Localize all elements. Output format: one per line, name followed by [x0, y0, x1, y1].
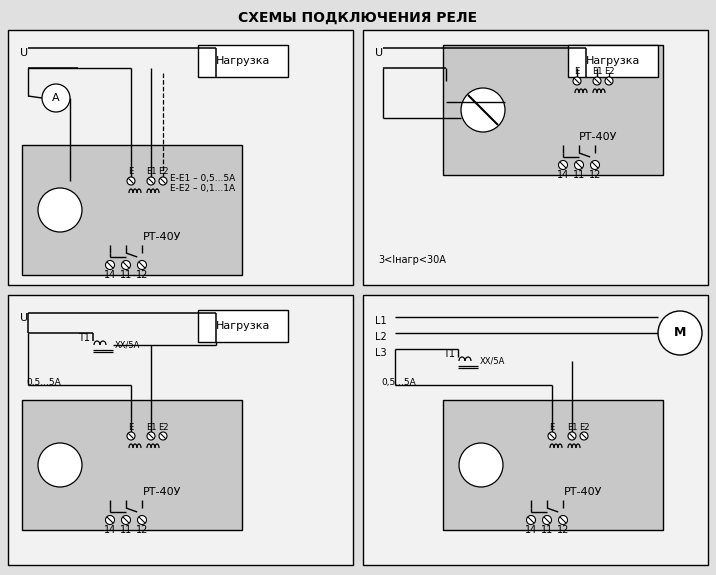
Circle shape [568, 432, 576, 440]
Text: РТ-40У: РТ-40У [142, 232, 181, 242]
Text: Е-Е1 – 0,5...5А: Е-Е1 – 0,5...5А [170, 174, 236, 182]
Circle shape [137, 260, 147, 270]
Bar [22, 145, 242, 275]
Text: T1: T1 [443, 349, 455, 359]
Text: 14: 14 [104, 270, 116, 280]
Text: 0,5...5А: 0,5...5А [381, 378, 416, 386]
Circle shape [159, 177, 167, 185]
Text: XX/5A: XX/5A [480, 356, 505, 366]
Text: E: E [574, 67, 580, 76]
Bar [8, 295, 353, 565]
Circle shape [105, 260, 115, 270]
Circle shape [122, 260, 130, 270]
Circle shape [105, 516, 115, 524]
Circle shape [580, 432, 588, 440]
Circle shape [558, 160, 568, 170]
Text: 12: 12 [136, 525, 148, 535]
Circle shape [127, 177, 135, 185]
Text: 12: 12 [557, 525, 569, 535]
Circle shape [122, 516, 130, 524]
Text: U: U [375, 48, 383, 58]
Text: 12: 12 [136, 270, 148, 280]
Text: 3<Iнагр<30А: 3<Iнагр<30А [378, 255, 446, 265]
Circle shape [38, 188, 82, 232]
Bar [568, 45, 658, 77]
Bar [443, 400, 663, 530]
Circle shape [461, 88, 505, 132]
Text: E: E [128, 423, 134, 431]
Circle shape [42, 84, 70, 112]
Circle shape [147, 432, 155, 440]
Text: Нагрузка: Нагрузка [216, 321, 270, 331]
Circle shape [38, 443, 82, 487]
Text: E: E [549, 423, 555, 431]
Text: T1: T1 [78, 333, 90, 343]
Text: E1: E1 [591, 67, 602, 76]
Circle shape [543, 516, 551, 524]
Circle shape [605, 77, 613, 85]
Text: 11: 11 [120, 525, 132, 535]
Bar [198, 45, 288, 77]
Text: E2: E2 [158, 423, 168, 431]
Text: A: A [52, 93, 60, 103]
Circle shape [137, 516, 147, 524]
Text: 11: 11 [541, 525, 553, 535]
Bar [198, 310, 288, 342]
Text: Нагрузка: Нагрузка [586, 56, 640, 66]
Bar [8, 30, 353, 285]
Bar [22, 400, 242, 530]
Text: РТ-40У: РТ-40У [563, 487, 602, 497]
Text: 14: 14 [104, 525, 116, 535]
Text: L2: L2 [375, 332, 387, 342]
Text: 0,5...5А: 0,5...5А [26, 378, 61, 386]
Circle shape [127, 432, 135, 440]
Text: U: U [20, 313, 28, 323]
Bar [363, 30, 708, 285]
Text: РТ-40У: РТ-40У [142, 487, 181, 497]
Text: 11: 11 [120, 270, 132, 280]
Text: СХЕМЫ ПОДКЛЮЧЕНИЯ РЕЛЕ: СХЕМЫ ПОДКЛЮЧЕНИЯ РЕЛЕ [238, 11, 478, 25]
Text: E2: E2 [579, 423, 589, 431]
Text: 14: 14 [557, 170, 569, 180]
Circle shape [526, 516, 536, 524]
Circle shape [548, 432, 556, 440]
Text: XX/5A: XX/5A [115, 340, 140, 350]
Text: Е-Е2 – 0,1...1А: Е-Е2 – 0,1...1А [170, 185, 235, 194]
Text: E1: E1 [146, 167, 156, 177]
Circle shape [573, 77, 581, 85]
Text: 11: 11 [573, 170, 585, 180]
Text: U: U [20, 48, 28, 58]
Circle shape [459, 443, 503, 487]
Text: E1: E1 [146, 423, 156, 431]
Circle shape [558, 516, 568, 524]
Circle shape [591, 160, 599, 170]
Circle shape [574, 160, 584, 170]
Bar [363, 295, 708, 565]
Text: E2: E2 [604, 67, 614, 76]
Circle shape [593, 77, 601, 85]
Text: L1: L1 [375, 316, 387, 326]
Text: Нагрузка: Нагрузка [216, 56, 270, 66]
Circle shape [658, 311, 702, 355]
Text: E: E [128, 167, 134, 177]
Text: РТ-40У: РТ-40У [579, 132, 617, 142]
Bar [443, 45, 663, 175]
Circle shape [147, 177, 155, 185]
Text: E2: E2 [158, 167, 168, 177]
Text: M: M [674, 327, 686, 339]
Text: 12: 12 [589, 170, 601, 180]
Text: 14: 14 [525, 525, 537, 535]
Circle shape [159, 432, 167, 440]
Text: L3: L3 [375, 348, 387, 358]
Text: E1: E1 [567, 423, 577, 431]
